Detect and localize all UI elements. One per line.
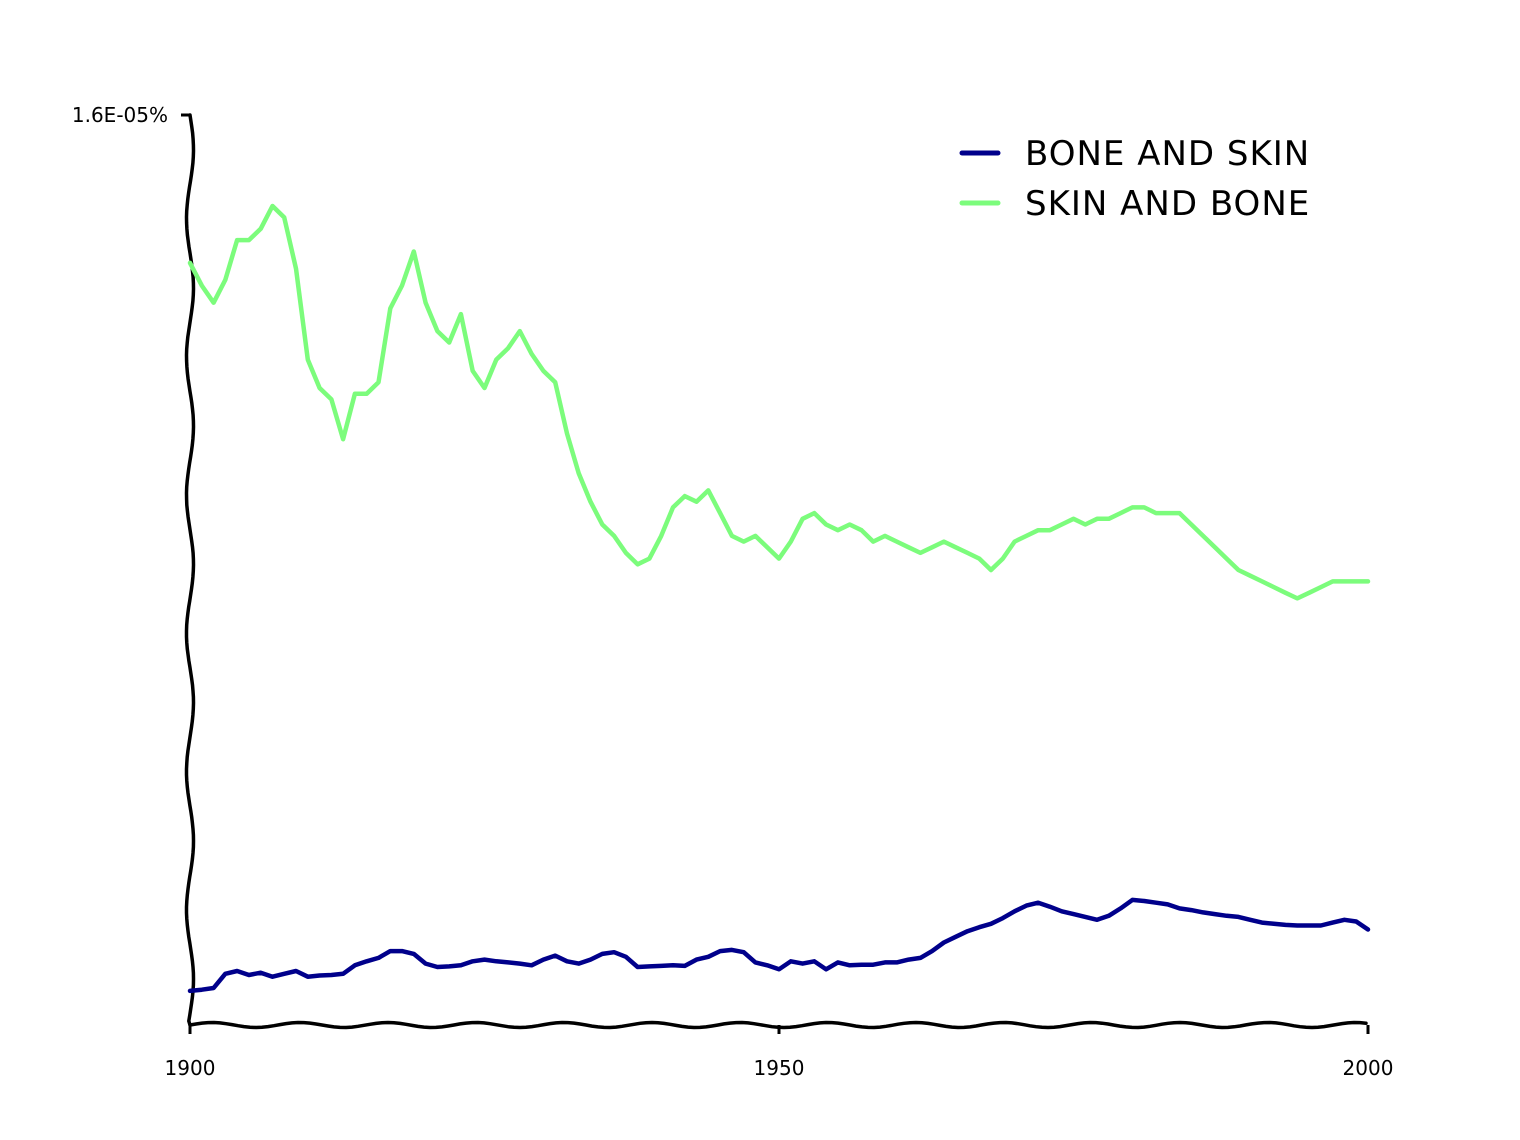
x-tick-label: 1950 — [754, 1056, 805, 1080]
legend-item: BONE AND SKIN — [959, 134, 1310, 174]
series-layer — [187, 203, 1371, 994]
axes: 1.6E-05% 1900 1950 2000 — [72, 103, 1394, 1080]
x-tick-label: 2000 — [1343, 1056, 1394, 1080]
legend-label: SKIN AND BONE — [1025, 184, 1310, 224]
series-line-2 — [187, 203, 1371, 601]
y-tick-label: 1.6E-05% — [72, 103, 168, 127]
x-tick-label: 1900 — [165, 1056, 216, 1080]
legend-item: SKIN AND BONE — [959, 184, 1310, 224]
y-axis-line — [184, 113, 196, 1027]
series-line-1 — [187, 897, 1371, 994]
legend-label: BONE AND SKIN — [1025, 134, 1310, 174]
axis-ticks: 1.6E-05% 1900 1950 2000 — [72, 103, 1394, 1080]
legend: BONE AND SKIN SKIN AND BONE — [959, 134, 1310, 224]
